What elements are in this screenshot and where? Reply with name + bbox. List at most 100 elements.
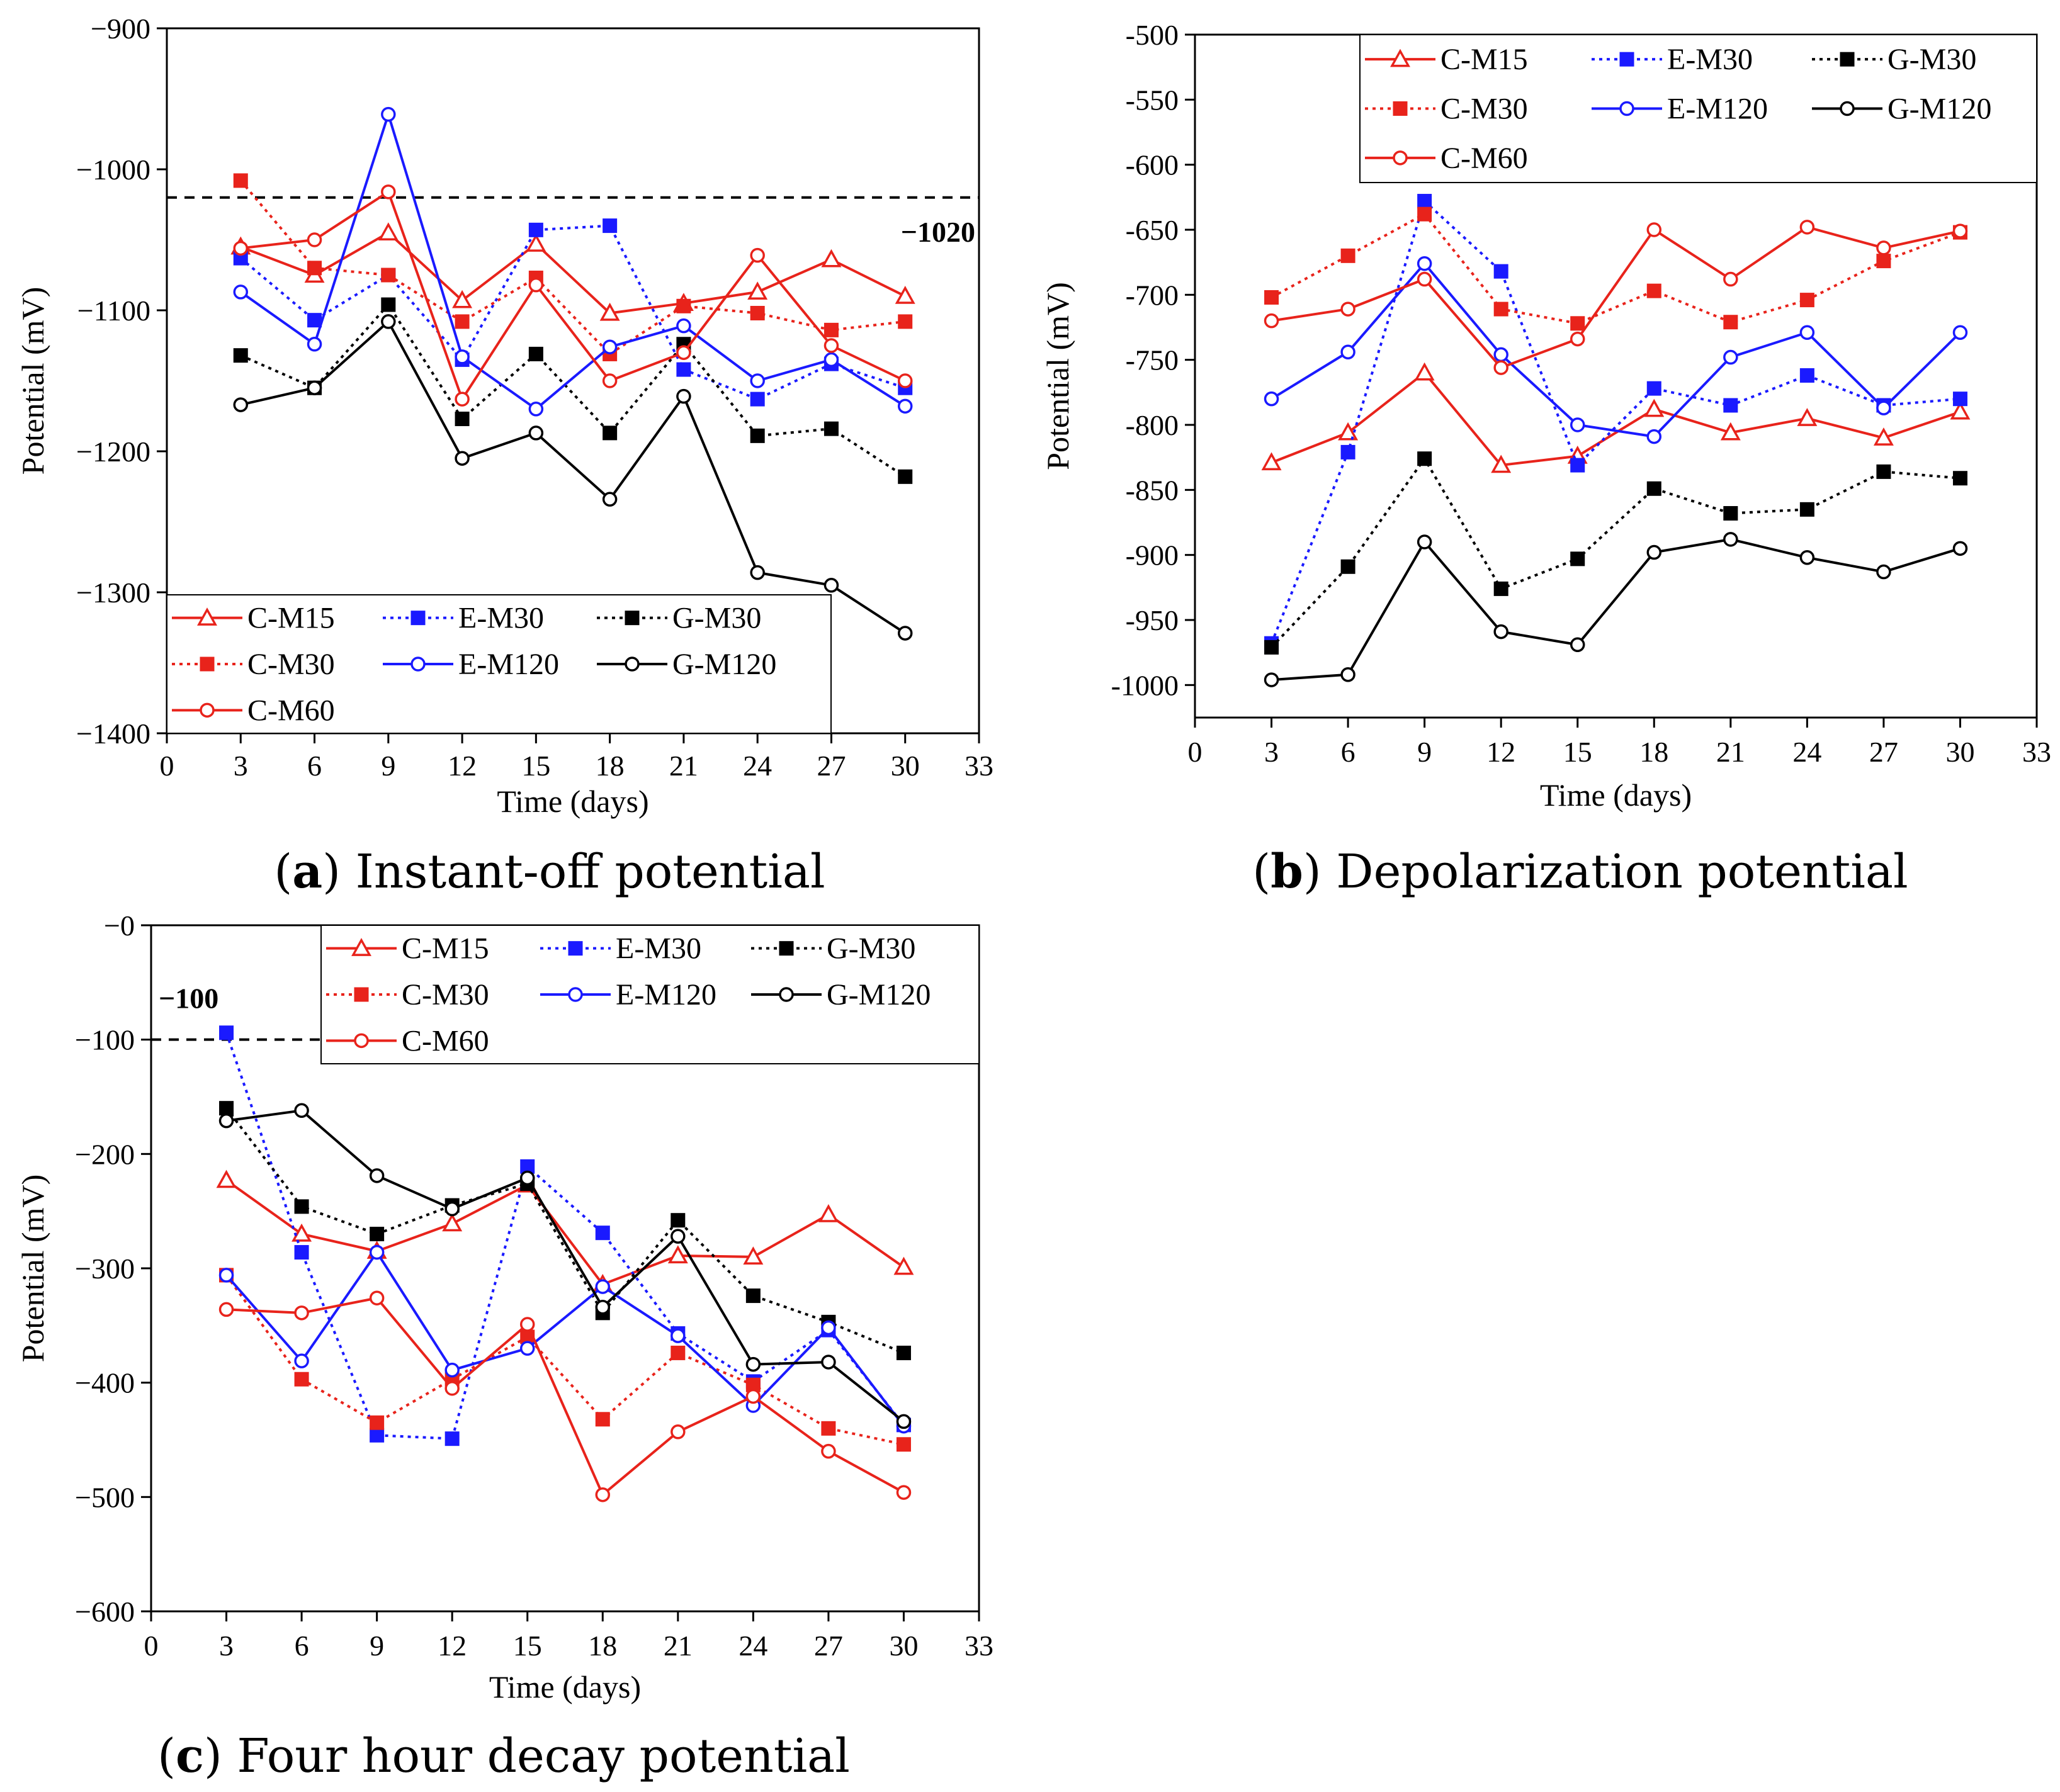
data-point: [745, 1356, 761, 1372]
data-point: [602, 339, 618, 354]
legend-marker: [625, 657, 640, 672]
caption-text: Four hour decay potential: [222, 1729, 850, 1783]
data-point: [603, 425, 618, 441]
legend-marker: [1393, 150, 1408, 166]
x-tick-label: 27: [814, 1630, 843, 1662]
x-tick-label: 12: [438, 1630, 467, 1662]
data-point: [821, 249, 842, 268]
data-point: [1493, 581, 1508, 596]
legend-item-G-M30: G-M30: [1812, 43, 1976, 76]
data-point: [370, 1227, 385, 1241]
legend-item-E-M120: E-M120: [383, 648, 559, 681]
legend-item-C-M30: C-M30: [172, 648, 335, 681]
data-point: [1340, 667, 1355, 682]
data-point: [898, 314, 913, 329]
y-axis-label: Potential (mV): [15, 287, 50, 475]
caption-open-paren: (: [1252, 845, 1271, 899]
data-point: [1491, 454, 1512, 473]
x-tick-label: 6: [295, 1630, 309, 1662]
data-point: [823, 578, 839, 593]
x-tick-label: 30: [891, 750, 920, 782]
data-point: [676, 362, 691, 377]
x-tick-label: 15: [1563, 736, 1592, 768]
data-point: [896, 1485, 912, 1500]
caption-close-paren: ): [204, 1729, 222, 1783]
y-tick-label: -650: [1126, 214, 1179, 246]
data-point: [219, 1025, 234, 1040]
x-tick-label: 18: [596, 750, 625, 782]
data-point: [1723, 315, 1738, 330]
data-point: [1644, 398, 1665, 417]
data-point: [519, 1170, 535, 1186]
y-tick-label: −1400: [76, 718, 150, 750]
legend-item-C-M60: C-M60: [1365, 142, 1528, 175]
data-point: [307, 261, 322, 276]
data-point: [1493, 360, 1508, 375]
series-line: [225, 1107, 905, 1355]
legend-label: C-M60: [402, 1024, 489, 1057]
legend-label: C-M60: [1440, 142, 1528, 175]
y-axis-label: Potential (mV): [1040, 282, 1075, 470]
data-point: [381, 268, 396, 283]
legend-item-C-M15: C-M15: [326, 932, 489, 966]
data-point: [216, 1169, 237, 1188]
data-point: [1952, 541, 1968, 556]
legend-label: E-M30: [616, 932, 701, 966]
x-tick-label: 18: [1639, 736, 1668, 768]
data-point: [1799, 220, 1815, 235]
legend-label: G-M30: [1887, 43, 1976, 76]
data-point: [1340, 248, 1355, 263]
data-point: [1720, 422, 1741, 441]
y-tick-label: −600: [75, 1596, 135, 1628]
data-point: [897, 373, 913, 388]
data-point: [1261, 452, 1282, 471]
data-point: [381, 106, 396, 122]
data-point: [233, 240, 249, 256]
data-point: [294, 1103, 309, 1119]
legend-label: E-M120: [616, 978, 716, 1012]
data-point: [218, 1113, 234, 1129]
chart-c: 0 3 6 9 12 15 18 21 24 27 30 33 −0 −100 −200 −300 −400 −5…: [15, 910, 993, 1783]
data-point: [671, 1345, 686, 1360]
series-line: [226, 1109, 905, 1423]
x-axis-label: Time (days): [497, 784, 648, 819]
data-point: [896, 1345, 911, 1360]
legend-item-E-M120: E-M120: [540, 978, 716, 1012]
data-point: [1340, 559, 1355, 574]
x-tick-label: 33: [965, 1630, 993, 1662]
caption-close-paren: ): [1303, 845, 1321, 899]
data-point: [1876, 400, 1891, 415]
x-tick-label: 9: [381, 750, 395, 782]
data-point: [455, 314, 470, 329]
data-point: [1570, 316, 1585, 331]
x-tick-label: 21: [1716, 736, 1745, 768]
data-point: [898, 469, 913, 484]
series-line: [225, 1251, 905, 1427]
data-point: [595, 1300, 611, 1315]
data-point: [1417, 534, 1432, 549]
data-point: [444, 1201, 460, 1217]
legend-item-G-M30: G-M30: [751, 932, 915, 966]
y-tick-label: −300: [75, 1253, 135, 1285]
series-line: [225, 1179, 905, 1286]
x-tick-label: 3: [234, 750, 248, 782]
y-tick-label: −1000: [76, 154, 150, 186]
series-line: [1271, 538, 1961, 682]
x-tick-label: 15: [521, 750, 550, 782]
legend-item-E-M30: E-M30: [1592, 43, 1753, 76]
data-point: [294, 1353, 309, 1368]
y-tick-label: −1100: [77, 295, 150, 327]
series-line: [240, 303, 906, 478]
x-tick-label: 27: [1869, 736, 1898, 768]
legend-marker: [410, 657, 426, 672]
caption: (c) Four hour decay potential: [157, 1729, 850, 1783]
data-point: [233, 173, 248, 188]
legend-box: [320, 925, 980, 1064]
caption-open-paren: (: [274, 845, 292, 899]
data-point: [1646, 429, 1662, 444]
data-point: [823, 352, 839, 368]
data-point: [307, 380, 322, 395]
data-point: [528, 425, 544, 441]
data-point: [519, 1341, 535, 1356]
legend-marker: [1840, 52, 1855, 67]
